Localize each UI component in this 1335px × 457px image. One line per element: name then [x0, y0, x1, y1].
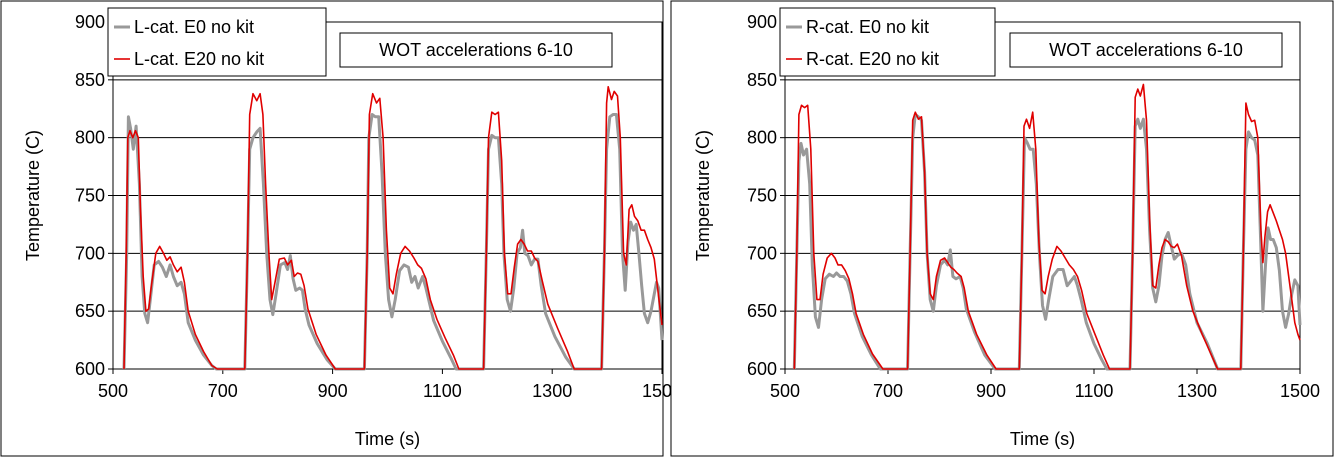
x-tick-label: 1300 — [532, 381, 572, 401]
chart-frame — [670, 0, 1334, 457]
y-tick-label: 850 — [75, 70, 105, 90]
legend-label-1: R-cat. E0 no kit — [806, 17, 929, 37]
y-tick-label: 800 — [75, 128, 105, 148]
chart-frame — [0, 0, 664, 457]
x-tick-label: 900 — [318, 381, 348, 401]
x-tick-label: 1300 — [1177, 381, 1217, 401]
legend-label-2: R-cat. E20 no kit — [806, 49, 939, 69]
chart-panel-2: 600 650 700 750 800 850 900 500 700 900 1100 1300 15… — [670, 0, 1334, 457]
y-axis-label: Temperature (C) — [23, 130, 43, 261]
x-tick-label: 1100 — [1075, 381, 1114, 401]
y-tick-label: 600 — [75, 359, 105, 379]
y-axis-label: Temperature (C) — [693, 130, 713, 261]
series-line-2 — [793, 83, 1301, 370]
x-tick-label: 1100 — [423, 381, 462, 401]
legend-label-2: L-cat. E20 no kit — [134, 49, 264, 69]
x-tick-label: 500 — [98, 381, 128, 401]
y-tick-label: 650 — [747, 301, 777, 321]
y-tick-label: 750 — [75, 186, 105, 206]
y-tick-label: 650 — [75, 301, 105, 321]
x-tick-label: 500 — [770, 381, 800, 401]
y-tick-label: 750 — [747, 186, 777, 206]
y-tick-label: 900 — [747, 12, 777, 32]
annotation-box — [1009, 32, 1283, 68]
x-axis-label: Time (s) — [1010, 429, 1075, 449]
x-axis-label: Time (s) — [355, 429, 420, 449]
annotation-box — [339, 32, 613, 68]
y-tick-label: 700 — [747, 243, 777, 263]
legend-box — [779, 7, 996, 77]
y-tick-label: 800 — [747, 128, 777, 148]
series-line-2 — [123, 86, 663, 370]
y-tick-label: 900 — [75, 12, 105, 32]
x-tick-label: 900 — [976, 381, 1006, 401]
annotation-text: WOT accelerations 6-10 — [379, 40, 573, 60]
legend-box — [107, 7, 327, 77]
annotation-text: WOT accelerations 6-10 — [1049, 40, 1243, 60]
series-line-1 — [792, 113, 1302, 371]
y-tick-label: 600 — [747, 359, 777, 379]
x-tick-label: 700 — [208, 381, 238, 401]
y-tick-label: 700 — [75, 243, 105, 263]
x-tick-label: 700 — [873, 381, 903, 401]
x-tick-label: 1500 — [1280, 381, 1320, 401]
legend-label-1: L-cat. E0 no kit — [134, 17, 254, 37]
y-tick-label: 850 — [747, 70, 777, 90]
